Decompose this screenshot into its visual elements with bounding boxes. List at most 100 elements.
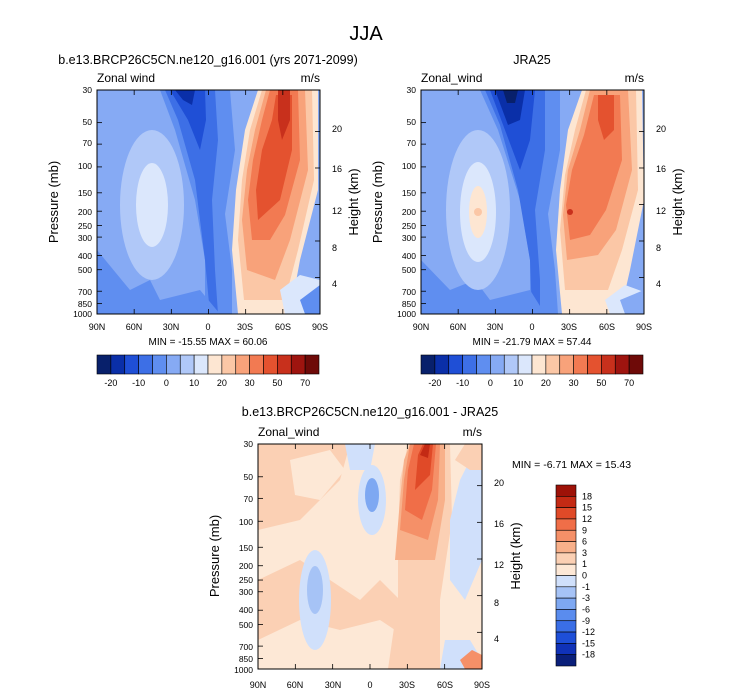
colorbar-label: 20	[217, 378, 227, 388]
axis-ticks	[96, 89, 645, 670]
colorbar-observations: -20 -10 0 10 20 30 50 70	[420, 354, 644, 388]
y-tick-label: 850	[239, 654, 253, 664]
colorbar-label: 10	[513, 378, 523, 388]
field-label: Zonal_wind	[421, 71, 482, 85]
colorbar-swatch	[555, 586, 577, 599]
y-tick-label: 70	[83, 138, 93, 148]
height-tick-label: 12	[656, 206, 666, 216]
colorbar-swatch	[263, 354, 278, 375]
colorbar-label: -9	[582, 616, 590, 626]
figure-title: JJA	[349, 23, 383, 45]
x-tick-label: 0	[529, 322, 534, 332]
colorbar-swatch	[517, 354, 533, 375]
x-tick-label: 60S	[437, 680, 453, 690]
colorbar-swatch	[555, 631, 577, 644]
y-tick-label: 400	[402, 251, 416, 261]
y-tick-label: 850	[78, 299, 92, 309]
colorbar-model: -20 -10 0 10 20 30 50 70	[96, 354, 320, 388]
y-tick-label: 500	[402, 265, 416, 275]
colorbar-swatch	[221, 354, 237, 375]
panel-title: b.e13.BRCP26C5CN.ne120_g16.001 (yrs 2071…	[58, 53, 358, 67]
y-tick-label: 250	[402, 221, 416, 231]
min-max-readout: MIN = -21.79 MAX = 57.44	[473, 337, 592, 348]
y-tick-label: 400	[78, 251, 92, 261]
colorbar-swatch	[555, 597, 577, 610]
height-tick-label: 8	[494, 598, 499, 608]
colorbar-label: 15	[582, 503, 592, 513]
y-tick-label: 850	[402, 299, 416, 309]
y-tick-label: 700	[239, 642, 253, 652]
field-label: Zonal_wind	[258, 425, 319, 439]
y-tick-label: 100	[402, 161, 416, 171]
y-tick-label: 250	[78, 221, 92, 231]
contour-field	[421, 90, 644, 314]
colorbar-swatch	[179, 354, 195, 375]
x-tick-label: 30N	[163, 322, 180, 332]
colorbar-label: 70	[624, 378, 634, 388]
height-tick-label: 20	[494, 478, 504, 488]
x-tick-label: 90S	[474, 680, 490, 690]
y-tick-label: 50	[407, 117, 417, 127]
colorbar-label: -3	[582, 593, 590, 603]
height-tick-label: 16	[332, 164, 342, 174]
colorbar-swatch	[420, 354, 436, 375]
colorbar-swatch	[110, 354, 126, 375]
y-tick-label: 400	[239, 605, 253, 615]
units-label: m/s	[625, 71, 644, 85]
y-tick-label: 70	[407, 138, 417, 148]
x-tick-label: 90S	[312, 322, 328, 332]
y-axis-title: Pressure (mb)	[46, 161, 61, 243]
colorbar-label: 12	[582, 514, 592, 524]
y-tick-label: 300	[239, 587, 253, 597]
colorbar-swatch	[555, 541, 577, 554]
height-tick-label: 8	[332, 243, 337, 253]
colorbar-swatch	[555, 552, 577, 565]
colorbar-swatch	[249, 354, 264, 375]
y-tick-label: 70	[244, 494, 254, 504]
units-label: m/s	[301, 71, 320, 85]
panel-observations: JRA25 Zonal_wind m/s 90N	[370, 53, 685, 348]
colorbar-label: -6	[582, 604, 590, 614]
colorbar-swatch	[304, 354, 320, 375]
colorbar-swatch	[555, 609, 577, 622]
min-max-readout: MIN = -6.71 MAX = 15.43	[512, 459, 631, 471]
x-tick-label: 60N	[450, 322, 467, 332]
height-tick-label: 8	[656, 243, 661, 253]
y-tick-label: 1000	[397, 309, 416, 319]
y-tick-label: 250	[239, 575, 253, 585]
y-tick-label: 150	[78, 188, 92, 198]
height-axis-title: Height (km)	[346, 168, 361, 235]
y-tick-label: 200	[402, 207, 416, 217]
y-tick-label: 200	[239, 561, 253, 571]
colorbar-label: 10	[189, 378, 199, 388]
colorbar-label: 20	[541, 378, 551, 388]
colorbar-swatch	[601, 354, 616, 375]
y-tick-label: 500	[239, 620, 253, 630]
x-tick-label: 60S	[275, 322, 291, 332]
height-axis: 4 8 12 16 20 Height (km)	[494, 478, 523, 644]
height-axis-title: Height (km)	[508, 522, 523, 589]
y-tick-label: 50	[83, 117, 93, 127]
height-tick-label: 4	[332, 279, 337, 289]
colorbar-swatch	[490, 354, 505, 375]
colorbar-label: 0	[582, 571, 587, 581]
panel-title: b.e13.BRCP26C5CN.ne120_g16.001 - JRA25	[242, 405, 498, 419]
colorbar-label: 18	[582, 491, 592, 501]
y-tick-label: 200	[78, 207, 92, 217]
y-tick-label: 30	[407, 85, 417, 95]
colorbar-swatch	[555, 496, 577, 508]
colorbar-label: 70	[300, 378, 310, 388]
colorbar-swatch	[235, 354, 250, 375]
y-tick-label: 30	[83, 85, 93, 95]
y-tick-label: 1000	[73, 309, 92, 319]
y-tick-label: 30	[244, 439, 254, 449]
colorbar-swatch	[138, 354, 153, 375]
colorbar-label: 0	[488, 378, 493, 388]
colorbar-swatch	[555, 518, 577, 531]
y-axis-title: Pressure (mb)	[370, 161, 385, 243]
contour-field	[97, 90, 320, 314]
colorbar-swatch	[193, 354, 209, 375]
x-tick-label: 60N	[287, 680, 304, 690]
colorbar-swatch	[290, 354, 306, 375]
